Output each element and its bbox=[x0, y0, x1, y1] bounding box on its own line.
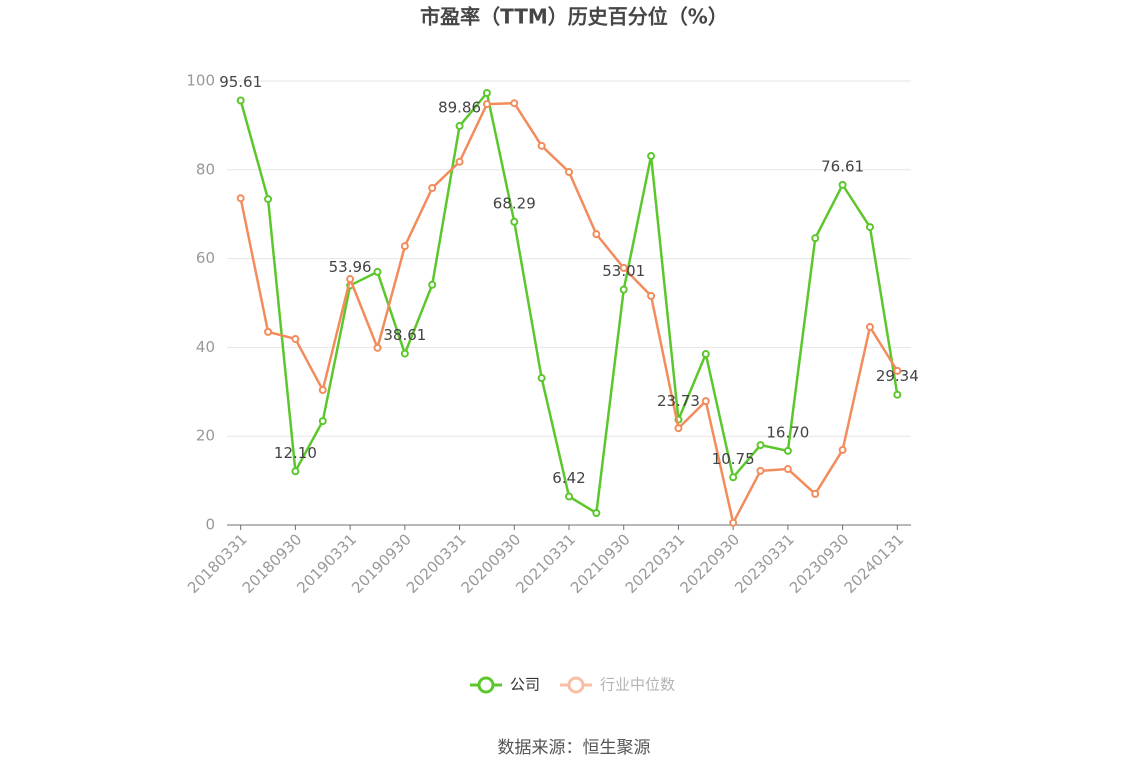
data-point bbox=[482, 88, 491, 97]
data-point bbox=[482, 100, 491, 109]
data-label: 68.29 bbox=[493, 194, 536, 212]
y-tick-label: 40 bbox=[196, 338, 215, 356]
y-tick-label: 20 bbox=[196, 427, 215, 445]
source-note: 数据来源：恒生聚源 bbox=[498, 738, 651, 758]
data-point bbox=[537, 141, 546, 150]
x-tick-label: 20240131 bbox=[841, 530, 908, 597]
data-point bbox=[291, 334, 300, 343]
y-tick-label: 80 bbox=[196, 160, 215, 178]
data-point bbox=[510, 217, 519, 226]
y-tick-label: 0 bbox=[205, 516, 215, 534]
series-line bbox=[239, 101, 899, 527]
data-point bbox=[510, 99, 519, 108]
data-point bbox=[647, 152, 656, 161]
data-point bbox=[291, 467, 300, 476]
data-point bbox=[756, 466, 765, 475]
legend-item: 公司 bbox=[470, 676, 540, 694]
data-point bbox=[811, 234, 820, 243]
data-label: 10.75 bbox=[712, 450, 755, 468]
data-point bbox=[318, 386, 327, 395]
legend-marker bbox=[567, 676, 585, 694]
data-label: 29.34 bbox=[876, 367, 919, 385]
data-point bbox=[400, 349, 409, 358]
data-point bbox=[264, 195, 273, 204]
data-label: 16.70 bbox=[766, 423, 809, 441]
data-label: 76.61 bbox=[821, 157, 864, 175]
data-point bbox=[865, 322, 874, 331]
data-point bbox=[428, 280, 437, 289]
data-point bbox=[236, 96, 245, 105]
legend-marker bbox=[477, 676, 495, 694]
legend-label: 行业中位数 bbox=[600, 676, 675, 694]
data-point bbox=[893, 366, 902, 375]
data-point bbox=[592, 509, 601, 518]
data-point bbox=[346, 275, 355, 284]
data-point bbox=[701, 397, 710, 406]
data-point bbox=[647, 291, 656, 300]
data-point bbox=[373, 343, 382, 352]
data-point bbox=[729, 473, 738, 482]
data-point bbox=[428, 184, 437, 193]
data-point bbox=[264, 327, 273, 336]
data-label: 53.96 bbox=[329, 258, 372, 276]
data-point bbox=[701, 350, 710, 359]
y-tick-label: 100 bbox=[186, 72, 215, 90]
data-label: 38.61 bbox=[383, 326, 426, 344]
data-point bbox=[400, 242, 409, 251]
data-point bbox=[674, 424, 683, 433]
data-label: 12.10 bbox=[274, 444, 317, 462]
data-point bbox=[619, 285, 628, 294]
y-tick-label: 60 bbox=[196, 249, 215, 267]
data-point bbox=[318, 417, 327, 426]
data-label: 89.86 bbox=[438, 99, 481, 117]
data-point bbox=[565, 492, 573, 501]
data-label: 53.01 bbox=[602, 262, 645, 280]
data-point bbox=[537, 374, 546, 383]
data-point bbox=[619, 263, 628, 272]
data-point bbox=[783, 465, 792, 474]
data-point bbox=[729, 518, 738, 527]
legend-label: 公司 bbox=[510, 676, 540, 694]
data-label: 6.42 bbox=[552, 469, 585, 487]
data-point bbox=[565, 168, 573, 177]
data-point bbox=[811, 489, 820, 498]
data-point bbox=[236, 194, 245, 203]
data-point bbox=[756, 441, 765, 450]
data-label: 23.73 bbox=[657, 392, 700, 410]
data-point bbox=[865, 223, 874, 232]
series-line bbox=[239, 90, 899, 516]
data-point bbox=[893, 390, 902, 399]
data-point bbox=[592, 230, 601, 239]
data-label: 95.61 bbox=[219, 73, 262, 91]
data-point bbox=[455, 157, 464, 166]
data-point bbox=[838, 180, 847, 189]
data-point bbox=[373, 267, 382, 276]
data-point bbox=[838, 445, 847, 454]
legend-item: 行业中位数 bbox=[560, 676, 675, 694]
data-point bbox=[455, 122, 464, 131]
data-point bbox=[783, 446, 792, 455]
chart-title: 市盈率（TTM）历史百分位（%） bbox=[420, 5, 728, 29]
